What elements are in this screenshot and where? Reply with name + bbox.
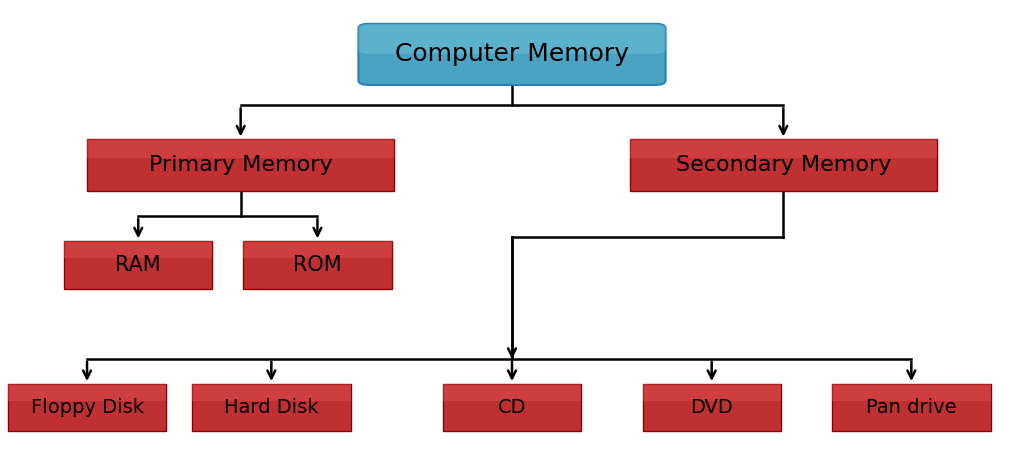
FancyBboxPatch shape — [65, 241, 213, 289]
Text: Pan drive: Pan drive — [866, 398, 956, 417]
Text: Secondary Memory: Secondary Memory — [676, 155, 891, 175]
FancyBboxPatch shape — [8, 384, 166, 431]
FancyBboxPatch shape — [442, 384, 582, 400]
FancyBboxPatch shape — [643, 384, 780, 400]
FancyBboxPatch shape — [8, 384, 166, 400]
FancyBboxPatch shape — [831, 384, 991, 431]
FancyBboxPatch shape — [630, 140, 937, 191]
Text: ROM: ROM — [293, 255, 342, 275]
FancyBboxPatch shape — [358, 24, 666, 53]
Text: Hard Disk: Hard Disk — [224, 398, 318, 417]
FancyBboxPatch shape — [442, 384, 582, 431]
Text: DVD: DVD — [690, 398, 733, 417]
FancyBboxPatch shape — [65, 241, 213, 258]
FancyBboxPatch shape — [87, 140, 394, 191]
FancyBboxPatch shape — [643, 384, 780, 431]
FancyBboxPatch shape — [87, 140, 394, 158]
FancyBboxPatch shape — [193, 384, 350, 431]
Text: RAM: RAM — [116, 255, 161, 275]
FancyBboxPatch shape — [630, 140, 937, 158]
FancyBboxPatch shape — [358, 24, 666, 85]
FancyBboxPatch shape — [244, 241, 391, 258]
Text: Primary Memory: Primary Memory — [148, 155, 333, 175]
FancyBboxPatch shape — [193, 384, 350, 400]
Text: Computer Memory: Computer Memory — [395, 43, 629, 66]
Text: Floppy Disk: Floppy Disk — [31, 398, 143, 417]
Text: CD: CD — [498, 398, 526, 417]
FancyBboxPatch shape — [244, 241, 391, 289]
FancyBboxPatch shape — [831, 384, 991, 400]
